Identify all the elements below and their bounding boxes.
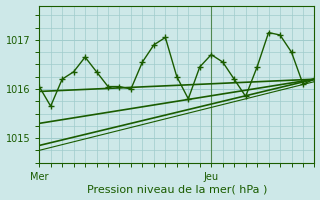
X-axis label: Pression niveau de la mer( hPa ): Pression niveau de la mer( hPa ) [87,184,267,194]
